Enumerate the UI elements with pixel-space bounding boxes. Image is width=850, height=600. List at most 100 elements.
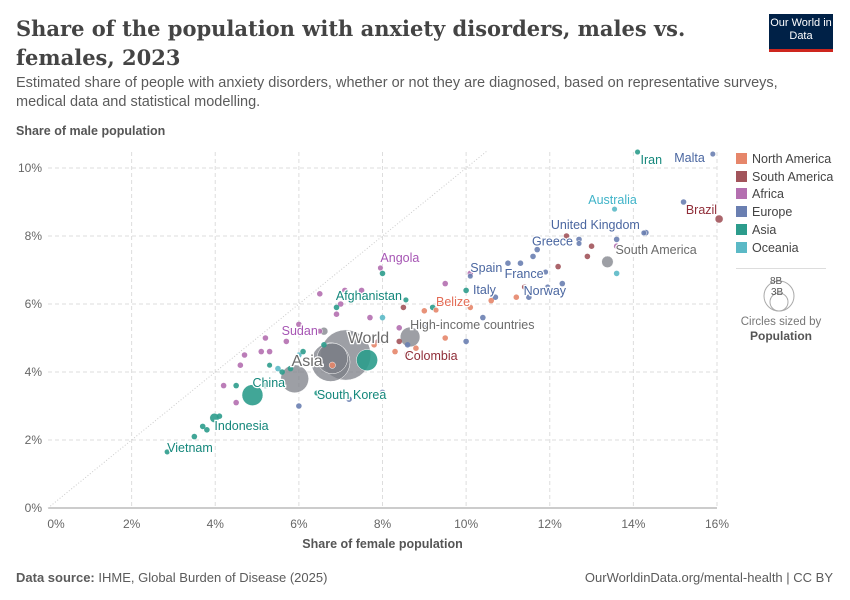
point-label: Indonesia — [214, 419, 268, 433]
point-france — [542, 268, 549, 276]
data-point — [333, 311, 340, 318]
data-point — [342, 287, 348, 294]
data-point — [266, 362, 273, 369]
point-label: Afghanistan — [336, 289, 402, 303]
point-angola — [377, 264, 384, 272]
point-label: South America — [615, 243, 696, 257]
point-brazil — [714, 214, 724, 224]
data-point — [467, 304, 474, 311]
reference-line — [47, 150, 488, 509]
data-point — [613, 243, 620, 249]
data-point — [492, 294, 499, 301]
point-label: World — [348, 330, 390, 347]
data-point — [588, 243, 595, 249]
point-label: Australia — [588, 193, 637, 207]
data-point — [400, 304, 407, 311]
data-point — [505, 260, 511, 267]
data-point — [283, 338, 290, 345]
legend-swatch — [736, 153, 747, 164]
point-label: Sudan — [282, 324, 318, 338]
legend-item-oceania[interactable]: Oceania — [736, 241, 799, 255]
point-afghanistan — [402, 296, 409, 303]
data-point — [526, 294, 532, 301]
data-point — [321, 342, 327, 348]
legend-item-asia[interactable]: Asia — [736, 223, 776, 237]
point-norway — [544, 283, 551, 291]
point-label: Italy — [473, 283, 497, 297]
data-point — [296, 403, 302, 409]
point-label: Malta — [674, 151, 705, 165]
point-australia — [611, 206, 618, 213]
size-legend-8b: 8B — [770, 276, 783, 287]
data-point — [300, 348, 306, 355]
point-label: Belize — [436, 295, 470, 309]
data-point — [371, 342, 377, 348]
data-point — [396, 338, 403, 345]
legend-label: Asia — [752, 222, 777, 237]
point-greece — [575, 240, 583, 247]
data-point — [333, 304, 340, 311]
point-spain — [467, 273, 474, 280]
point-south-korea — [313, 390, 320, 397]
data-point — [463, 338, 469, 345]
data-point — [233, 382, 239, 389]
point-sudan — [316, 328, 323, 335]
data-point — [438, 301, 444, 307]
legend-item-africa[interactable]: Africa — [736, 187, 784, 201]
owid-logo[interactable]: Our World in Data — [769, 14, 833, 52]
x-axis-label: Share of female population — [302, 537, 463, 551]
legend-item-europe[interactable]: Europe — [736, 205, 792, 219]
point-italy — [481, 289, 488, 296]
point-label: Vietnam — [167, 441, 213, 455]
data-point — [421, 325, 428, 331]
data-point — [613, 236, 620, 243]
point-label: France — [505, 267, 544, 281]
data-point — [275, 365, 281, 372]
point-china — [241, 384, 264, 406]
source-link[interactable]: OurWorldinData.org/mental-health | CC BY — [584, 570, 833, 585]
legend-label: Africa — [752, 187, 784, 202]
data-point — [379, 270, 386, 277]
data-point — [442, 280, 449, 287]
data-point — [279, 369, 285, 375]
data-point — [559, 280, 566, 287]
legend-item-north-america[interactable]: North America — [736, 152, 831, 166]
legend-swatch — [736, 241, 747, 253]
data-point — [379, 314, 386, 321]
point-colombia — [403, 350, 410, 358]
data-point — [367, 314, 373, 321]
x-tick-label: 12% — [538, 517, 562, 531]
data-point — [413, 345, 419, 352]
data-point — [216, 413, 223, 420]
data-point — [534, 246, 541, 253]
data-point — [379, 389, 386, 396]
data-point — [296, 352, 302, 358]
point-label: Greece — [532, 234, 573, 248]
data-point — [396, 325, 403, 331]
y-tick-label: 4% — [25, 365, 43, 379]
size-legend-caption: Circles sized by — [740, 316, 822, 328]
data-point — [280, 364, 309, 394]
data-point — [513, 294, 520, 301]
data-point — [266, 348, 273, 355]
point-malta — [709, 151, 716, 158]
y-tick-label: 0% — [25, 501, 43, 515]
data-point — [316, 342, 348, 374]
data-point — [287, 365, 294, 372]
point-label: Colombia — [405, 349, 458, 363]
legend-label: Oceania — [752, 240, 799, 255]
y-tick-label: 8% — [25, 229, 43, 243]
data-point — [296, 321, 302, 328]
point-label: Asia — [292, 353, 323, 370]
legend-swatch — [736, 188, 747, 200]
x-tick-label: 10% — [454, 517, 478, 531]
data-point — [613, 270, 620, 277]
y-tick-label: 6% — [25, 297, 43, 311]
data-point — [488, 297, 495, 304]
data-point — [555, 263, 561, 270]
data-point — [404, 342, 411, 348]
data-point — [258, 348, 265, 355]
point-label: Iran — [641, 153, 663, 167]
legend-item-south-america[interactable]: South America — [736, 170, 833, 184]
